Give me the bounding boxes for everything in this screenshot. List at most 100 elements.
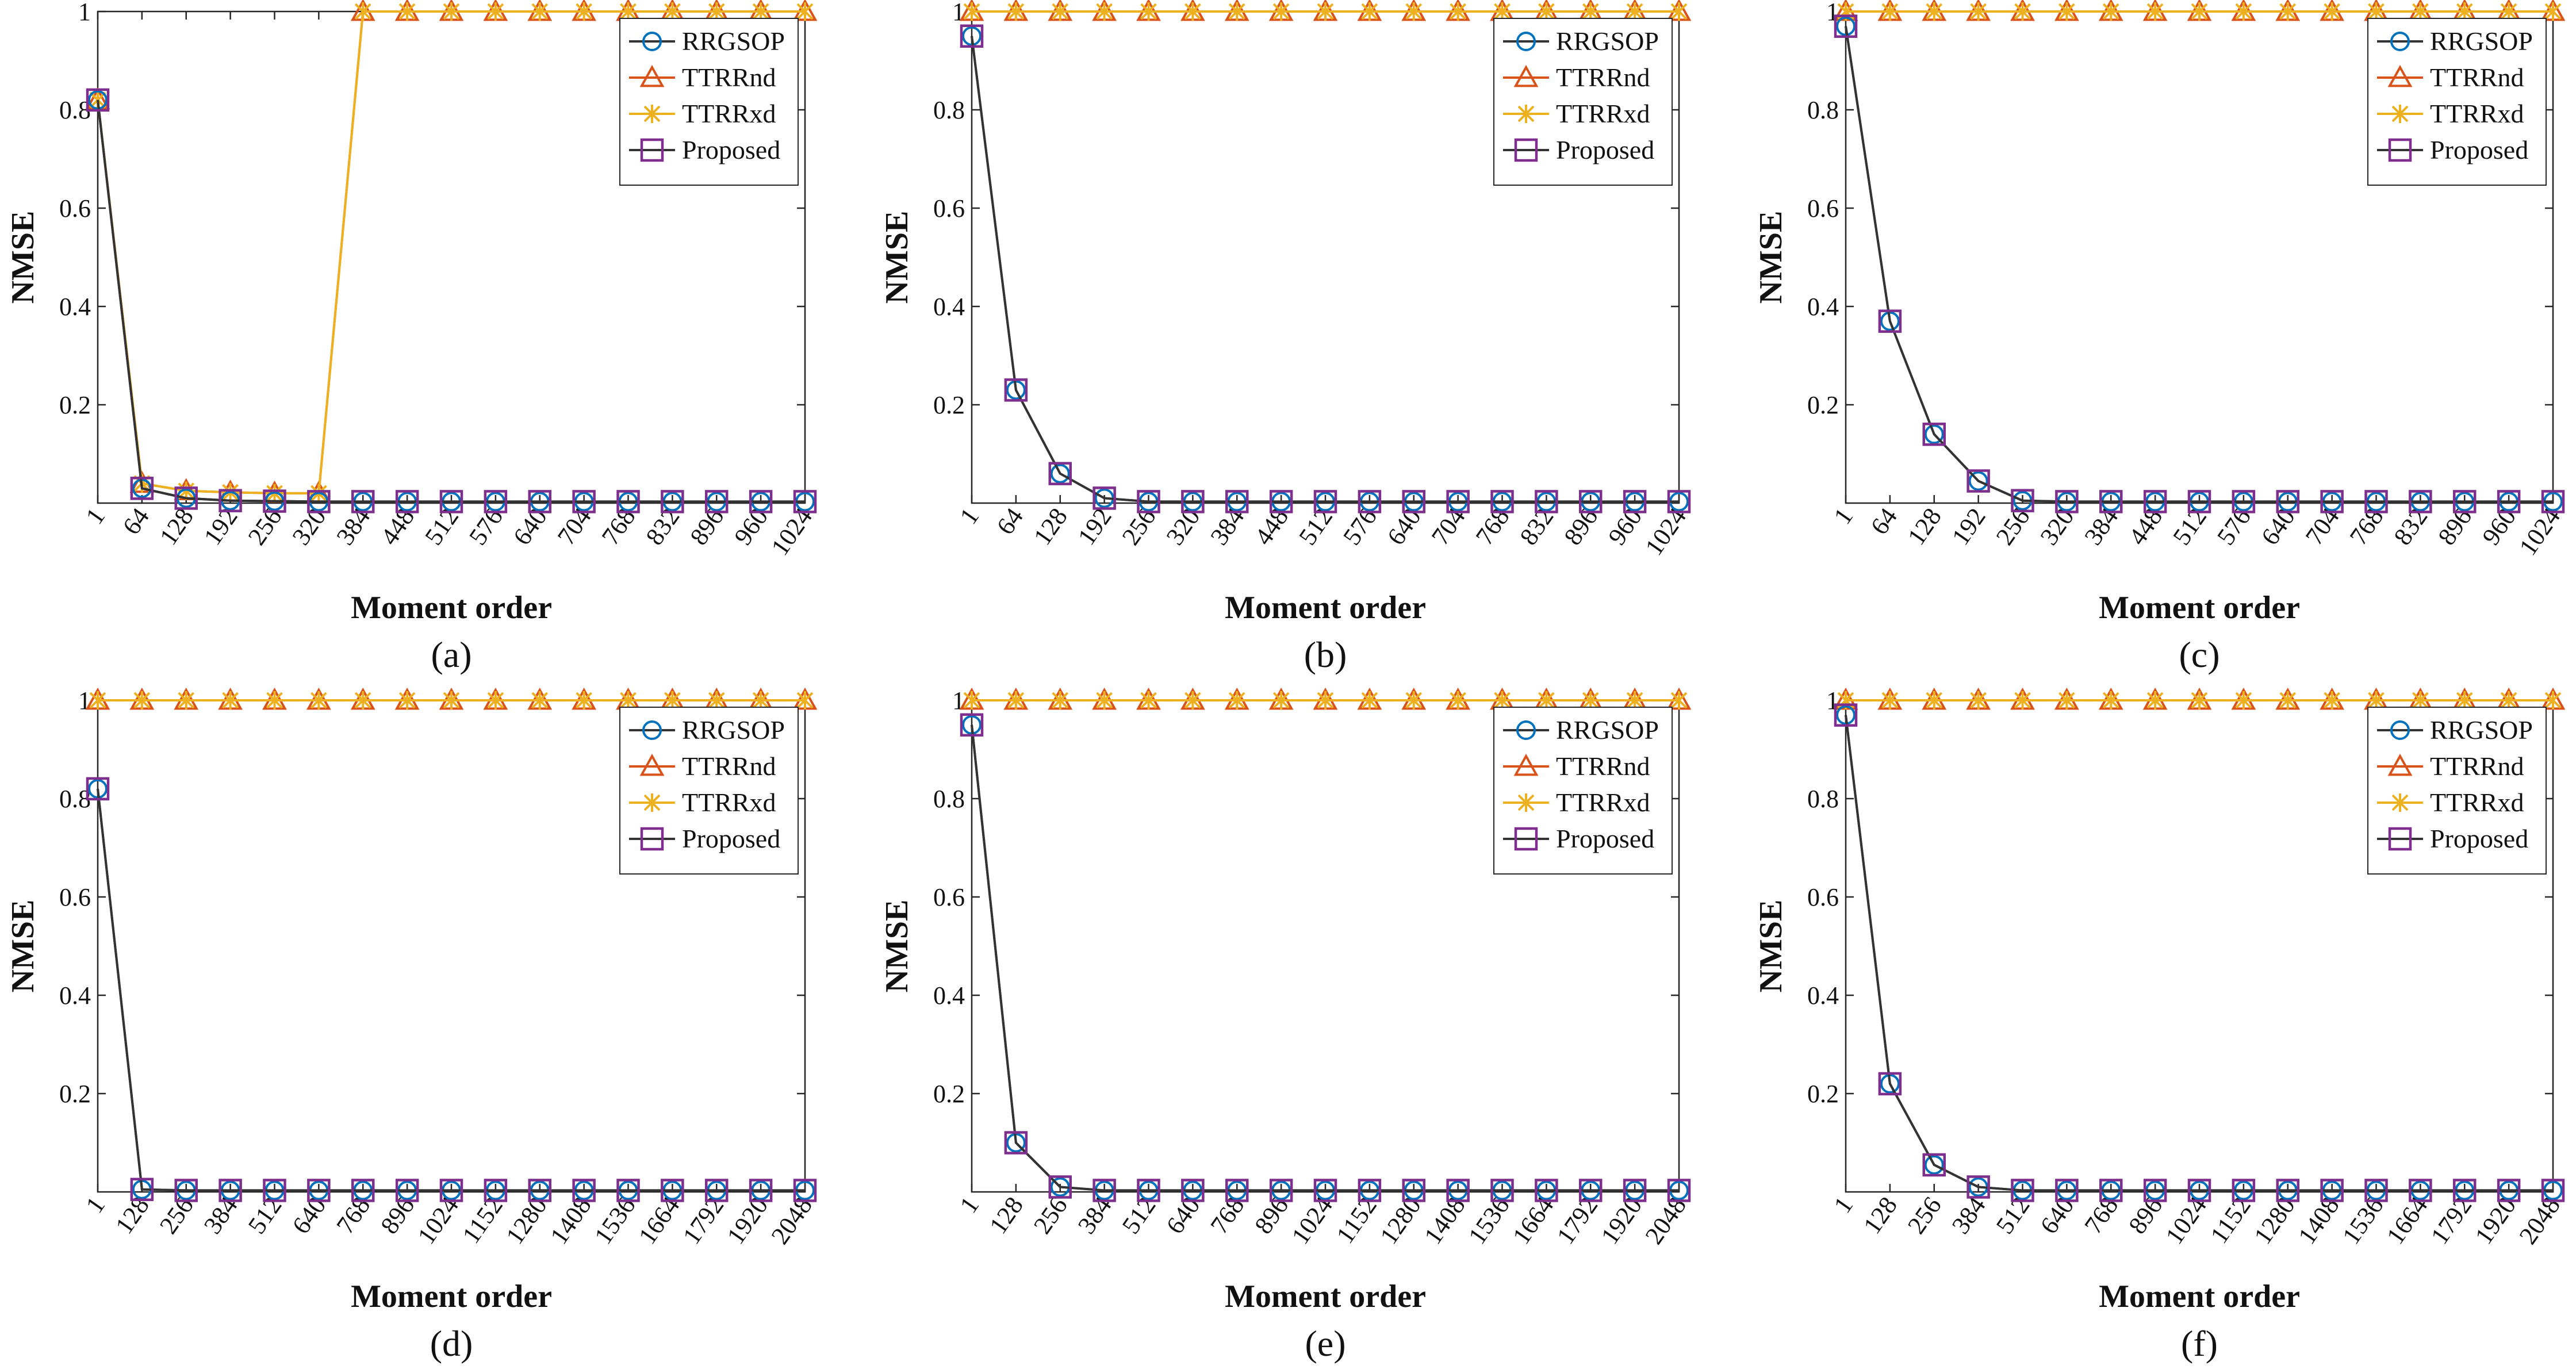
data-point <box>1922 1153 1946 1177</box>
data-point <box>1048 1175 1072 1199</box>
series-line <box>1845 26 2553 503</box>
y-tick-label: 0.2 <box>933 1080 965 1108</box>
legend-item-label: RRGSOP <box>2430 715 2533 745</box>
data-point <box>2099 1179 2123 1202</box>
legend-marker <box>642 720 662 740</box>
data-point <box>708 691 725 710</box>
data-point <box>1922 423 1946 446</box>
data-point <box>1582 2 1599 21</box>
data-point <box>1096 2 1113 21</box>
data-point <box>2409 1179 2432 1202</box>
data-point <box>1579 490 1603 513</box>
series-proposed <box>1834 703 2565 1202</box>
data-point <box>439 490 463 513</box>
y-tick-label: 0.8 <box>933 96 965 124</box>
data-point <box>1096 691 1113 710</box>
y-tick-label: 0.6 <box>933 194 965 223</box>
data-point <box>2497 490 2521 513</box>
data-point <box>133 691 151 710</box>
data-point <box>1450 2 1467 21</box>
data-point <box>1623 490 1647 513</box>
data-point <box>2011 489 2034 512</box>
legend-marker <box>642 32 662 51</box>
data-point <box>705 1179 729 1202</box>
y-axis-label: NMSE <box>1753 900 1789 993</box>
data-point <box>2102 691 2119 710</box>
data-point <box>1004 1131 1028 1155</box>
data-point <box>2453 490 2477 513</box>
y-tick-label: 0.6 <box>1807 194 1839 223</box>
data-point <box>749 490 773 513</box>
legend-marker <box>1513 753 1539 776</box>
data-point <box>178 481 195 500</box>
legend: RRGSOP TTRRnd TTRRxd Proposed <box>2367 707 2547 875</box>
data-point <box>2500 691 2517 710</box>
data-point <box>2232 490 2256 513</box>
x-tick-label: 1 <box>80 1192 110 1218</box>
data-point <box>963 2 980 21</box>
data-point <box>2456 2 2473 21</box>
data-point <box>2368 2 2385 21</box>
data-point <box>1402 490 1425 513</box>
data-point <box>2187 490 2211 513</box>
y-tick-label: 0.4 <box>933 981 965 1010</box>
data-point <box>752 691 769 710</box>
legend: RRGSOP TTRRnd TTRRxd Proposed <box>1493 18 1673 186</box>
data-point <box>2014 2 2031 21</box>
data-point <box>310 691 327 710</box>
data-point <box>2014 691 2031 710</box>
data-point <box>1626 691 1643 710</box>
data-point <box>1836 16 1856 36</box>
legend: RRGSOP TTRRnd TTRRxd Proposed <box>619 707 799 875</box>
y-tick-label: 0.8 <box>1807 785 1839 813</box>
data-point <box>351 1179 375 1202</box>
x-tick-label: 128 <box>154 503 199 550</box>
data-point <box>398 691 416 710</box>
data-point <box>963 691 980 710</box>
data-point <box>1272 2 1290 21</box>
data-point <box>1535 1179 1558 1202</box>
data-point <box>616 1179 640 1202</box>
data-point <box>2232 1179 2256 1202</box>
series-ttrrxd <box>1837 2 2562 21</box>
data-point <box>1881 691 1899 710</box>
data-point <box>2364 1179 2388 1202</box>
legend-item-label: TTRRnd <box>1556 63 1650 92</box>
data-point <box>395 1179 419 1202</box>
data-point <box>1926 2 1943 21</box>
y-tick-label: 0.6 <box>933 883 965 911</box>
data-point <box>1004 378 1028 402</box>
subplot-e: 0.20.40.60.81112825638451264076889610241… <box>879 687 1692 1364</box>
data-point <box>1450 691 1467 710</box>
x-tick-label: 1 <box>954 503 984 530</box>
data-point <box>1184 691 1201 710</box>
legend-marker <box>2391 105 2409 123</box>
series-ttrrxd <box>963 2 1688 21</box>
data-point <box>443 2 460 21</box>
subplot-a: 0.20.40.60.811 64128192256320384448512576… <box>5 0 818 675</box>
data-point <box>793 1179 817 1202</box>
legend-item-label: TTRRxd <box>1556 99 1650 128</box>
y-axis-label: NMSE <box>5 211 41 304</box>
data-point <box>1228 691 1245 710</box>
data-point <box>796 2 814 21</box>
y-tick-label: 0.4 <box>933 293 965 321</box>
x-tick-label: 128 <box>1028 503 1073 550</box>
data-point <box>1494 2 1511 21</box>
legend-box <box>1493 18 1673 186</box>
legend-marker <box>2390 32 2410 51</box>
legend-box <box>2367 18 2547 186</box>
data-point <box>130 477 154 500</box>
data-point <box>398 2 416 21</box>
data-point <box>2324 2 2341 21</box>
subplot-c: 0.20.40.60.811 64128192256320384448512576… <box>1753 0 2566 675</box>
y-tick-label: 0.8 <box>933 785 965 813</box>
y-tick-label: 0.2 <box>1807 1080 1839 1108</box>
legend-item-label: TTRRnd <box>682 63 776 92</box>
y-tick-label: 0.6 <box>59 194 91 223</box>
legend-marker <box>1513 64 1539 87</box>
subplot-d: 0.20.40.60.81112825638451264076889610241… <box>5 687 818 1364</box>
data-point <box>2456 691 2473 710</box>
data-point <box>354 691 371 710</box>
